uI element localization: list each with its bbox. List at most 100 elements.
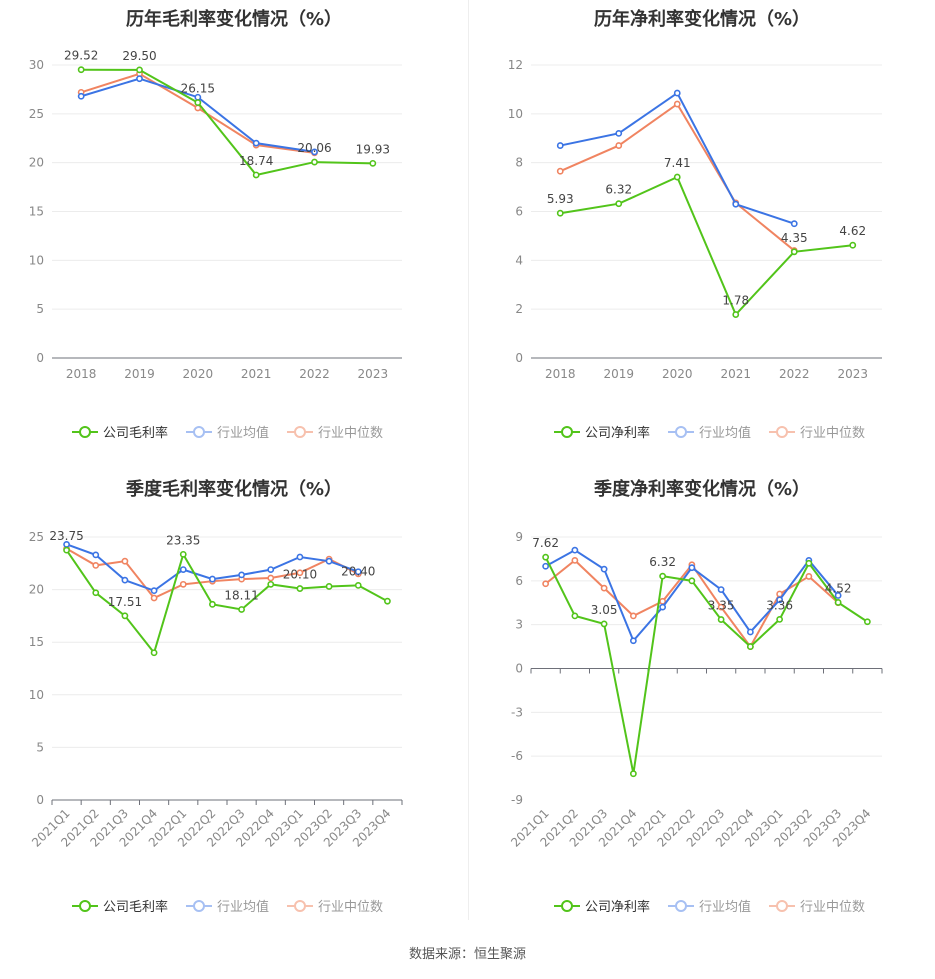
legend-label: 公司毛利率 xyxy=(103,426,169,441)
y-tick-label: 10 xyxy=(508,107,523,121)
legend-median-marker-icon xyxy=(769,425,796,438)
x-tick-label: 2019 xyxy=(124,367,155,381)
legend-avg-marker-icon xyxy=(668,425,695,438)
data-source-note: 数据来源：恒生聚源 xyxy=(408,947,526,962)
data-point xyxy=(354,568,362,576)
data-point xyxy=(717,586,725,593)
data-label: 7.41 xyxy=(664,156,691,170)
legend-company-marker-icon xyxy=(554,425,580,438)
data-point xyxy=(209,600,216,608)
legend-median-marker-icon xyxy=(287,425,314,438)
legend-item-industry-median[interactable]: 行业中位数 xyxy=(287,896,383,915)
data-point xyxy=(732,200,740,208)
data-point xyxy=(150,649,158,657)
legend-company-marker-icon xyxy=(72,425,98,438)
legend-item-company[interactable]: 公司毛利率 xyxy=(72,422,168,441)
y-tick-label: 0 xyxy=(36,793,44,807)
data-label: 20.06 xyxy=(297,141,331,155)
y-tick-label: 20 xyxy=(29,583,44,597)
series-line-0 xyxy=(544,556,868,774)
legend-item-company[interactable]: 公司净利率 xyxy=(554,422,650,441)
y-tick-label: 0 xyxy=(515,662,523,676)
data-point xyxy=(571,556,579,564)
data-point xyxy=(615,200,623,208)
data-label: 23.75 xyxy=(49,529,83,543)
data-point xyxy=(194,99,202,107)
data-label: 23.35 xyxy=(166,533,200,547)
data-label: 3.35 xyxy=(708,599,735,613)
y-tick-label: 0 xyxy=(515,351,523,365)
y-tick-label: 15 xyxy=(29,205,44,219)
legend-item-industry-avg[interactable]: 行业均值 xyxy=(186,896,269,915)
data-point xyxy=(296,569,304,577)
legend-item-industry-avg[interactable]: 行业均值 xyxy=(668,422,751,441)
y-tick-label: 0 xyxy=(36,351,44,365)
data-point xyxy=(673,100,681,108)
data-point xyxy=(238,606,245,613)
data-point xyxy=(659,572,667,580)
data-point xyxy=(150,587,158,595)
data-point xyxy=(790,220,798,228)
y-tick-label: 25 xyxy=(29,530,44,544)
chart-legend: 公司净利率 行业均值 行业中位数 xyxy=(554,896,865,915)
data-point xyxy=(776,616,784,623)
legend-item-industry-median[interactable]: 行业中位数 xyxy=(287,422,383,441)
data-point xyxy=(673,173,681,181)
data-point xyxy=(325,557,333,565)
data-point xyxy=(238,571,245,579)
series-line-0 xyxy=(560,175,853,317)
y-tick-label: 30 xyxy=(29,58,44,72)
data-label: 4.62 xyxy=(839,224,866,238)
data-point xyxy=(267,566,275,574)
quarterly-gross-margin-chart: 05101520252021Q12021Q22021Q32021Q42022Q1… xyxy=(29,529,403,850)
x-tick-label: 2019 xyxy=(603,367,634,381)
data-point xyxy=(717,603,725,611)
data-label: 18.11 xyxy=(224,588,258,602)
y-tick-label: 10 xyxy=(29,253,44,267)
y-tick-label: 10 xyxy=(29,688,44,702)
data-point xyxy=(92,589,100,597)
data-point xyxy=(179,580,187,588)
data-label: 20.40 xyxy=(341,564,375,578)
data-point xyxy=(77,66,85,74)
data-point xyxy=(369,159,377,167)
data-label: 3.36 xyxy=(766,598,793,612)
data-point xyxy=(311,158,318,166)
legend-avg-marker-icon xyxy=(186,425,213,438)
data-point xyxy=(615,142,623,149)
legend-item-industry-avg[interactable]: 行业均值 xyxy=(186,422,269,441)
y-tick-label: 12 xyxy=(508,58,523,72)
data-point xyxy=(805,559,813,567)
chart-legend: 公司净利率 行业均值 行业中位数 xyxy=(554,422,865,441)
data-point xyxy=(542,553,550,561)
data-point xyxy=(325,583,333,590)
legend-item-company[interactable]: 公司毛利率 xyxy=(72,896,168,915)
legend-item-industry-avg[interactable]: 行业均值 xyxy=(668,896,751,915)
data-point xyxy=(92,551,100,559)
legend-median-marker-icon xyxy=(769,899,796,912)
y-tick-label: 4 xyxy=(515,253,523,267)
data-point xyxy=(121,557,129,565)
annual-gross-margin-chart: 0 5 10 15 20 25 30 2018 2019 2020 2021 2022 2023 29.5… xyxy=(29,49,402,381)
legend-label: 行业均值 xyxy=(217,426,270,441)
quarterly-net-margin-panel: 季度净利率变化情况（%） -9 -6 -3 0 3 6 9 2021Q1 2021Q2 2021Q… xyxy=(469,470,935,930)
legend-item-company[interactable]: 公司净利率 xyxy=(554,896,650,915)
data-point xyxy=(849,241,857,249)
data-point xyxy=(600,620,608,628)
data-point xyxy=(296,553,304,561)
y-tick-label: -3 xyxy=(511,705,523,719)
chart-title: 历年毛利率变化情况（%） xyxy=(125,9,343,30)
legend-item-industry-median[interactable]: 行业中位数 xyxy=(769,896,865,915)
data-point xyxy=(121,576,129,584)
data-label: 4.52 xyxy=(825,581,852,595)
x-tick-label: 2020 xyxy=(662,367,693,381)
data-point xyxy=(629,770,637,778)
legend-item-industry-median[interactable]: 行业中位数 xyxy=(769,422,865,441)
legend-avg-marker-icon xyxy=(668,899,695,912)
legend-label: 行业均值 xyxy=(699,426,752,441)
data-point xyxy=(776,596,784,604)
data-label: 17.51 xyxy=(108,595,142,609)
data-label: 1.78 xyxy=(722,294,749,308)
data-point xyxy=(252,171,260,179)
data-label: 29.52 xyxy=(64,49,98,63)
